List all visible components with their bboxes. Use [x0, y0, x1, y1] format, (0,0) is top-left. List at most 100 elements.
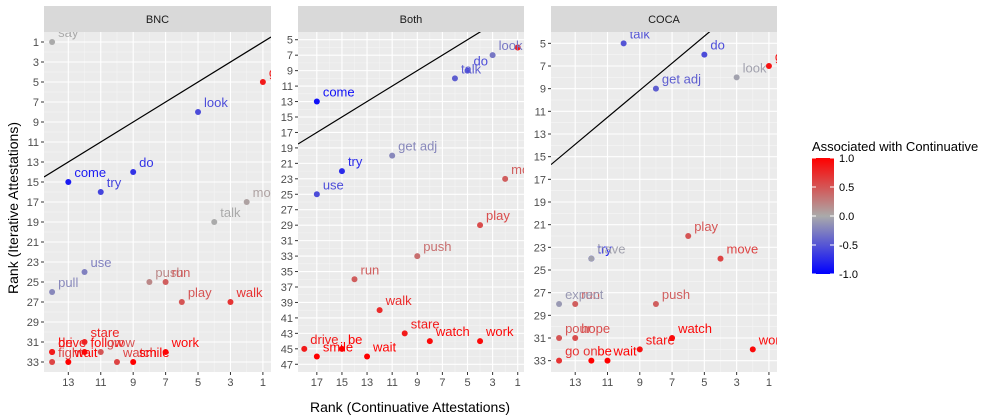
point-label: push	[662, 287, 690, 302]
data-point-do	[130, 169, 137, 175]
x-tick-label: 5	[195, 377, 201, 389]
data-point-stare	[636, 346, 643, 353]
facet-title: BNC	[146, 14, 169, 26]
y-axis-title: Rank (Iterative Attestations)	[5, 122, 21, 294]
y-tick-label: 39	[281, 297, 293, 309]
point-label: smile	[323, 340, 353, 355]
x-tick-label: 3	[227, 377, 233, 389]
y-tick-label: 21	[281, 158, 293, 170]
legend-colorbar	[812, 158, 834, 274]
point-label: work	[485, 324, 514, 339]
data-point-watch	[426, 338, 433, 345]
y-tick-label: 5	[540, 38, 546, 50]
diagonal-line	[551, 32, 711, 166]
legend-tick-label: -0.5	[839, 240, 858, 252]
y-tick-label: 7	[287, 50, 293, 62]
y-tick-label: 33	[27, 357, 39, 369]
y-tick-label: 17	[534, 174, 546, 186]
point-label: use	[91, 255, 112, 270]
data-point-expect	[556, 301, 563, 307]
y-tick-label: 19	[281, 143, 293, 155]
data-point-be	[588, 357, 595, 364]
diagonal-line	[44, 36, 271, 178]
data-point-wait	[364, 353, 371, 360]
data-point-come	[65, 179, 72, 185]
y-tick-label: 25	[534, 265, 546, 277]
y-tick-label: 27	[27, 297, 39, 309]
point-label: move	[253, 185, 285, 200]
data-point-look	[489, 52, 496, 59]
point-label: go	[269, 65, 283, 80]
y-tick-label: 37	[281, 282, 293, 294]
point-label: drive	[58, 335, 86, 350]
data-point-pour	[556, 335, 563, 341]
y-tick-label: 47	[281, 359, 293, 371]
point-label: watch	[435, 324, 470, 339]
data-point-look	[733, 74, 740, 81]
data-point-hope	[572, 335, 579, 341]
data-point-look	[195, 109, 202, 115]
data-point-play	[685, 233, 692, 239]
y-tick-label: 23	[27, 257, 39, 269]
data-point-have	[588, 255, 595, 262]
y-tick-label: 13	[27, 157, 39, 169]
point-label: look	[204, 95, 228, 110]
x-tick-label: 7	[669, 377, 675, 389]
point-label: try	[597, 242, 612, 257]
x-axis-title: Rank (Continuative Attestations)	[310, 399, 510, 415]
point-label: stare	[646, 332, 675, 347]
x-tick-label: 13	[361, 377, 373, 389]
point-label: get adj	[662, 72, 701, 87]
point-label: talk	[220, 205, 241, 220]
y-tick-label: 7	[33, 97, 39, 109]
data-point-talk	[451, 75, 458, 82]
point-label: wait	[372, 340, 397, 355]
legend-tick-label: -1.0	[839, 269, 858, 281]
point-label: be	[597, 344, 611, 359]
y-tick-label: 17	[281, 127, 293, 139]
y-tick-label: 29	[534, 310, 546, 322]
y-tick-label: 29	[27, 317, 39, 329]
point-label: fight	[58, 345, 83, 360]
point-label: get adj	[398, 139, 437, 154]
point-label: do	[710, 38, 724, 53]
point-label: pull	[58, 275, 78, 290]
y-tick-label: 27	[534, 288, 546, 300]
point-label: say	[58, 25, 79, 40]
data-point-push	[652, 301, 659, 307]
x-tick-label: 5	[464, 377, 470, 389]
point-label: go	[524, 30, 538, 45]
x-tick-label: 9	[130, 377, 136, 389]
data-point-go	[765, 63, 772, 69]
data-point-push	[414, 253, 421, 260]
data-point-stare	[401, 330, 408, 337]
data-point-drive	[301, 345, 308, 352]
data-point-go	[514, 44, 521, 51]
y-tick-label: 21	[534, 220, 546, 232]
data-point-do	[464, 67, 471, 74]
y-tick-label: 15	[281, 112, 293, 124]
data-point-move	[502, 175, 509, 182]
point-label: stare	[411, 316, 440, 331]
point-label: talk	[461, 61, 482, 76]
point-label: talk	[630, 26, 651, 41]
data-point-smile	[313, 353, 320, 360]
data-point-go-on	[556, 357, 563, 364]
point-label: come	[74, 165, 106, 180]
point-label: walk	[385, 293, 413, 308]
x-tick-label: 9	[414, 377, 420, 389]
x-tick-label: 9	[637, 377, 643, 389]
data-point-follow	[81, 349, 88, 355]
point-label: push	[423, 239, 451, 254]
point-label: play	[486, 208, 510, 223]
y-tick-label: 5	[33, 77, 39, 89]
y-tick-label: 9	[540, 84, 546, 96]
data-point-use	[81, 269, 88, 275]
y-tick-label: 35	[281, 267, 293, 279]
y-tick-label: 3	[33, 57, 39, 69]
legend-title: Associated with Continuative	[812, 139, 978, 154]
